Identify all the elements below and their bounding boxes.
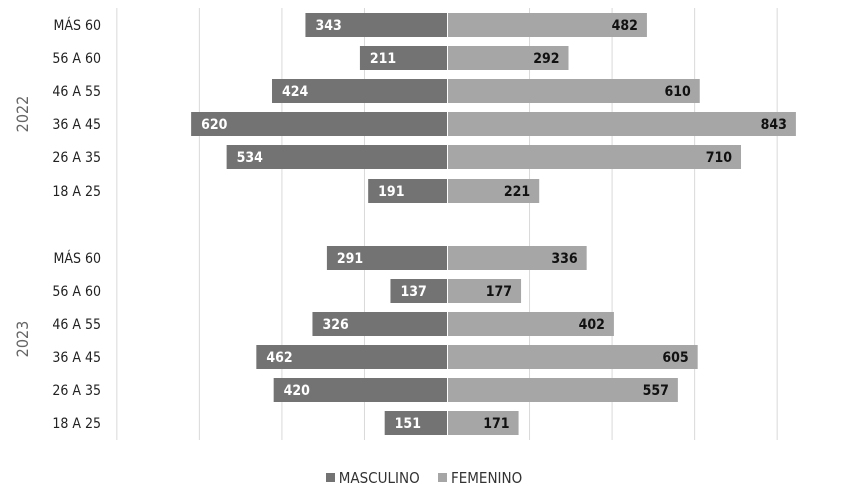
year-label: 2023 — [13, 321, 32, 358]
value-label-femenino: 292 — [533, 51, 559, 67]
bar-femenino — [448, 378, 678, 402]
legend-swatch-femenino — [438, 473, 447, 482]
legend-label-femenino: FEMENINO — [451, 468, 523, 487]
value-label-masculino: 211 — [370, 51, 396, 67]
value-label-masculino: 343 — [315, 18, 341, 34]
value-label-masculino: 151 — [395, 416, 421, 432]
bar-masculino — [273, 378, 447, 402]
labels: 2022 MÁS 60 343 482 56 A 60 211 292 46 A 55 424 6… — [13, 17, 787, 432]
value-label-femenino: 610 — [664, 84, 691, 100]
bar-femenino — [448, 112, 796, 136]
value-label-masculino: 424 — [282, 84, 309, 100]
value-label-femenino: 557 — [643, 383, 669, 399]
value-label-masculino: 326 — [322, 317, 349, 333]
legend-item-femenino: FEMENINO — [438, 469, 522, 487]
legend-swatch-masculino — [325, 473, 335, 482]
year-label: 2022 — [13, 96, 32, 133]
bar-masculino — [312, 312, 447, 336]
legend: MASCULINO FEMENINO — [0, 468, 848, 487]
category-label: MÁS 60 — [53, 250, 101, 267]
category-label: 36 A 45 — [52, 117, 101, 133]
bar-femenino — [448, 246, 587, 270]
value-label-masculino: 534 — [237, 150, 264, 166]
legend-label-masculino: MASCULINO — [338, 468, 420, 487]
bar-masculino — [191, 112, 447, 136]
bar-femenino — [448, 145, 742, 169]
gridlines — [116, 8, 778, 440]
value-label-femenino: 171 — [483, 416, 509, 432]
value-label-femenino: 221 — [504, 184, 530, 200]
bar-femenino — [448, 411, 519, 435]
value-label-masculino: 462 — [266, 350, 292, 366]
bar-masculino — [256, 345, 447, 369]
value-label-masculino: 620 — [201, 117, 228, 133]
value-label-femenino: 843 — [761, 117, 787, 133]
bar-masculino — [272, 79, 447, 103]
bar-masculino — [384, 411, 447, 435]
value-label-femenino: 605 — [662, 350, 688, 366]
bar-femenino — [448, 46, 569, 70]
bar-masculino — [359, 46, 447, 70]
category-label: 36 A 45 — [52, 350, 101, 366]
value-label-femenino: 402 — [579, 317, 605, 333]
value-label-femenino: 710 — [706, 150, 733, 166]
value-label-femenino: 336 — [551, 251, 578, 267]
bar-femenino — [448, 279, 522, 303]
bar-masculino — [305, 13, 447, 37]
bar-femenino — [448, 345, 698, 369]
bar-masculino — [390, 279, 447, 303]
value-label-masculino: 191 — [378, 184, 404, 200]
category-label: 26 A 35 — [52, 150, 101, 166]
bar-masculino — [368, 179, 447, 203]
category-label: 46 A 55 — [52, 317, 101, 333]
value-label-femenino: 482 — [612, 18, 638, 34]
category-label: 18 A 25 — [52, 184, 101, 200]
category-label: 56 A 60 — [52, 284, 101, 300]
bar-femenino — [448, 179, 540, 203]
value-label-masculino: 291 — [337, 251, 363, 267]
bar-femenino — [448, 79, 700, 103]
value-label-masculino: 420 — [284, 383, 311, 399]
category-label: 18 A 25 — [52, 416, 101, 432]
bar-masculino — [226, 145, 447, 169]
bar-masculino — [326, 246, 447, 270]
bar-femenino — [448, 312, 614, 336]
category-label: MÁS 60 — [53, 17, 101, 34]
category-label: 46 A 55 — [52, 84, 101, 100]
bar-femenino — [448, 13, 647, 37]
bars — [191, 13, 796, 435]
category-label: 26 A 35 — [52, 383, 101, 399]
category-label: 56 A 60 — [52, 51, 101, 67]
legend-item-masculino: MASCULINO — [325, 468, 420, 487]
value-label-masculino: 137 — [400, 284, 426, 300]
value-label-femenino: 177 — [486, 284, 512, 300]
